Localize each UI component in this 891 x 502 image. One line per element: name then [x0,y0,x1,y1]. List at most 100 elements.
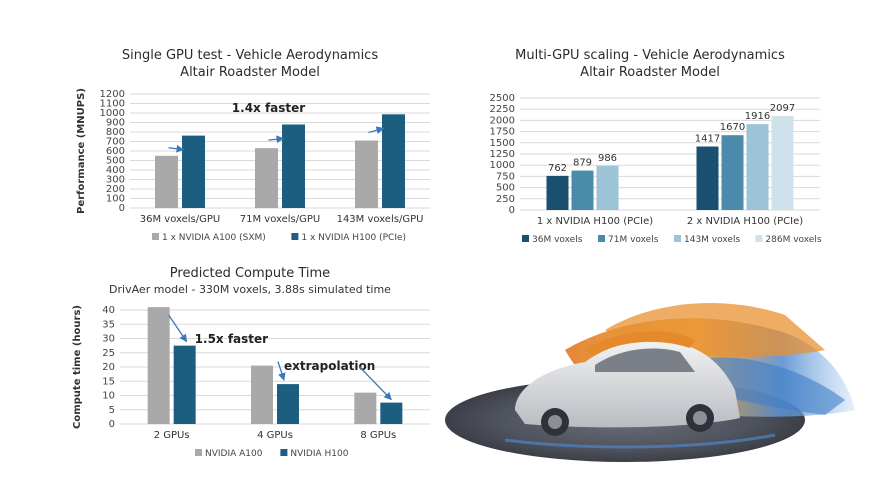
legend-swatch [522,235,529,242]
data-label: 986 [598,153,617,164]
x-category-label: 2 GPUs [154,430,190,441]
y-tick-label: 0 [119,203,125,214]
y-tick-label: 600 [106,146,125,157]
legend-entry: 286M voxels [765,235,821,245]
bar [355,140,378,208]
bar [277,384,299,424]
chart-multi-gpu-title: Multi-GPU scaling - Vehicle Aerodynamics [515,48,785,63]
legend-entry: NVIDIA H100 [290,449,348,459]
data-label: 762 [548,163,567,174]
y-tick-label: 500 [496,183,515,194]
x-category-label: 36M voxels/GPU [140,214,220,225]
bar [571,170,594,210]
y-tick-label: 20 [102,362,115,373]
bar [155,155,178,208]
x-category-label: 143M voxels/GPU [337,214,424,225]
y-tick-label: 1750 [490,127,515,138]
legend-entry: 1 x NVIDIA A100 (SXM) [162,233,266,243]
y-tick-label: 0 [509,205,515,216]
legend-swatch [598,235,605,242]
annotation-arrow [368,126,385,134]
legend-swatch [280,449,288,456]
annotation-arrow [168,314,188,343]
bar [546,175,569,210]
y-tick-label: 1250 [490,149,515,160]
bar [380,402,403,424]
y-axis-title: Compute time (hours) [72,305,83,429]
legend-swatch [674,235,681,242]
y-tick-label: 900 [106,118,125,129]
x-category-label: 2 x NVIDIA H100 (PCIe) [687,216,803,227]
y-tick-label: 30 [102,334,115,345]
chart-multi-gpu: Multi-GPU scaling - Vehicle Aerodynamics… [470,48,830,253]
annotation-arrow [168,144,185,153]
y-tick-label: 400 [106,165,125,176]
legend-swatch [152,233,159,240]
data-label: 879 [573,158,592,169]
y-tick-label: 750 [496,171,515,182]
bar [696,146,719,210]
data-label: 1916 [745,111,770,122]
bar [721,135,744,210]
bar [147,307,170,424]
y-tick-label: 2250 [490,104,515,115]
bar [354,392,377,424]
chart-multi-gpu-subtitle: Altair Roadster Model [580,65,720,80]
y-tick-label: 300 [106,175,125,186]
y-tick-label: 1500 [490,138,515,149]
chart-compute-time-plot: 0 5 10 15 20 25 30 35 40 Compute time (hours) 2 GP… [72,305,430,459]
car-airflow-simulation-icon [445,303,855,462]
y-tick-label: 700 [106,137,125,148]
legend-swatch [195,449,202,456]
y-tick-label: 1200 [100,89,125,100]
y-tick-label: 10 [102,391,115,402]
y-tick-label: 5 [109,405,115,416]
y-tick-label: 25 [102,348,115,359]
bar [251,365,273,424]
annotation-text: extrapolation [284,359,375,373]
chart-single-gpu-subtitle: Altair Roadster Model [180,65,320,80]
legend-entry: NVIDIA A100 [205,449,263,459]
y-tick-label: 1100 [100,99,125,110]
y-tick-label: 500 [106,156,125,167]
y-tick-label: 1000 [100,108,125,119]
bar [282,124,305,208]
annotation-text: 1.5x faster [195,332,269,346]
chart-single-gpu-title: Single GPU test - Vehicle Aerodynamics [121,48,379,63]
bar [173,345,196,424]
chart-compute-time-title: Predicted Compute Time [169,266,331,281]
legend-entry: 143M voxels [684,235,740,245]
y-tick-label: 2500 [490,93,515,104]
x-category-label: 71M voxels/GPU [240,214,320,225]
annotation-arrow [277,361,286,381]
y-tick-label: 250 [496,194,515,205]
y-tick-label: 0 [109,419,115,430]
legend-entry: 71M voxels [608,235,659,245]
chart-single-gpu: Single GPU test - Vehicle Aerodynamics A… [60,48,440,253]
annotation-arrow [358,366,392,401]
data-label: 1417 [695,134,720,145]
annotation-text: 1.4x faster [232,101,306,115]
bar [382,114,405,208]
x-category-label: 4 GPUs [257,430,293,441]
data-label: 2097 [770,103,795,114]
bar [182,135,205,208]
y-tick-label: 200 [106,184,125,195]
y-tick-label: 100 [106,194,125,205]
x-category-label: 1 x NVIDIA H100 (PCIe) [537,216,653,227]
x-category-label: 8 GPUs [360,430,396,441]
legend-entry: 36M voxels [532,235,583,245]
y-tick-label: 2000 [490,115,515,126]
chart-compute-time: Predicted Compute Time DrivAer model - 3… [60,266,440,476]
y-tick-label: 40 [102,305,115,316]
bar [746,124,769,210]
y-tick-label: 35 [102,319,115,330]
annotation-arrow [268,135,285,144]
legend-swatch [755,235,763,242]
chart-single-gpu-plot: 0100200300400500600700800900100011001200… [76,88,430,243]
y-tick-label: 1000 [490,160,515,171]
chart-compute-time-subtitle: DrivAer model - 330M voxels, 3.88s simul… [109,283,391,296]
legend-entry: 1 x NVIDIA H100 (PCIe) [301,233,406,243]
bar [771,116,794,210]
